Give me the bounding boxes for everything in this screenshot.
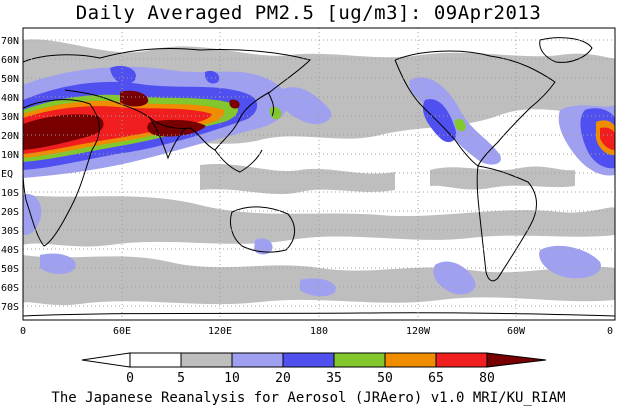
map-title: Daily Averaged PM2.5 [ug/m3]: 09Apr2013 [75, 2, 542, 24]
lat-label-30n: 30N [1, 112, 19, 123]
map-plot-area [22, 27, 616, 321]
lat-label-30s: 30S [1, 226, 19, 237]
lat-label-40s: 40S [1, 245, 19, 256]
lat-label-20s: 20S [1, 207, 19, 218]
lat-label-50s: 50S [1, 264, 19, 275]
colorbar-label-65: 65 [428, 371, 444, 386]
colorbar-label-5: 5 [177, 371, 185, 386]
colorbar: 0 5 10 20 35 50 65 80 [81, 352, 547, 386]
dataset-credit: The Japanese Reanalysis for Aerosol (JRA… [51, 390, 566, 406]
lat-label-10s: 10S [1, 188, 19, 199]
coastlines [23, 37, 615, 317]
lon-label-120e: 120E [208, 326, 232, 337]
lat-label-60s: 60S [1, 283, 19, 294]
latitude-labels: 70N 60N 50N 40N 30N 20N 10N EQ 10S 20S 3… [1, 36, 19, 313]
lat-label-40n: 40N [1, 93, 19, 104]
lat-label-60n: 60N [1, 55, 19, 66]
colorbar-bin-20-35 [282, 352, 335, 368]
colorbar-label-50: 50 [377, 371, 393, 386]
lon-label-0-right: 0 [607, 326, 613, 337]
colorbar-upper-triangle [486, 352, 547, 368]
colorbar-bin-10-20 [231, 352, 284, 368]
colorbar-label-80: 80 [479, 371, 495, 386]
lat-label-eq: EQ [1, 169, 13, 180]
colorbar-label-35: 35 [326, 371, 342, 386]
lat-label-20n: 20N [1, 131, 19, 142]
graticule [23, 28, 615, 320]
colorbar-bin-50-65 [384, 352, 437, 368]
lat-label-10n: 10N [1, 150, 19, 161]
colorbar-bin-5-10 [180, 352, 233, 368]
colorbar-bin-0-5 [129, 352, 182, 368]
colorbar-label-10: 10 [224, 371, 240, 386]
lon-label-180: 180 [310, 326, 328, 337]
lat-label-50n: 50N [1, 74, 19, 85]
longitude-labels: 0 60E 120E 180 120W 60W 0 [20, 326, 613, 337]
map-frame [22, 27, 616, 321]
lon-label-60w: 60W [507, 326, 526, 337]
concentration-fields [23, 28, 615, 320]
colorbar-lower-triangle [81, 352, 131, 368]
colorbar-label-20: 20 [275, 371, 291, 386]
lon-label-120w: 120W [406, 326, 431, 337]
lon-label-60e: 60E [113, 326, 131, 337]
lon-label-0-left: 0 [20, 326, 26, 337]
lat-label-70s: 70S [1, 302, 19, 313]
colorbar-label-0: 0 [126, 371, 134, 386]
colorbar-bin-35-50 [333, 352, 386, 368]
lat-label-70n: 70N [1, 36, 19, 47]
colorbar-bin-65-80 [435, 352, 488, 368]
